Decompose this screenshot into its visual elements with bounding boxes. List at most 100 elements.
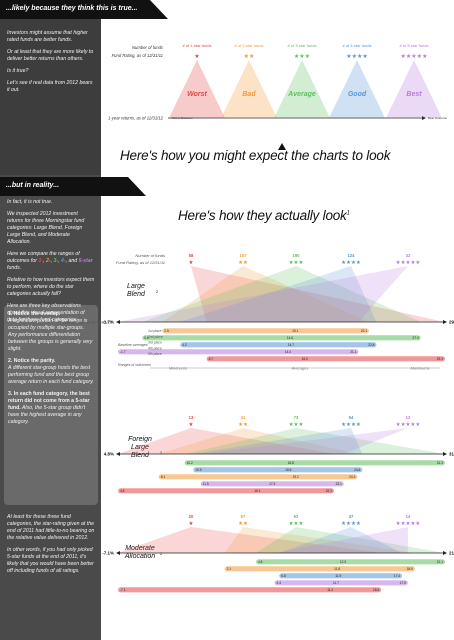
bar-max-label: 27.0 <box>413 336 419 340</box>
bar-avg-label: 14.4 <box>285 350 291 354</box>
breakdown-label: 3rd place <box>148 341 162 345</box>
range-triangle <box>224 527 415 553</box>
bar-min-label: 4.8 <box>258 560 263 564</box>
bar-avg-label: 15.1 <box>292 329 298 333</box>
category-label: Allocation <box>124 553 155 560</box>
outcome-label: Good <box>348 91 367 98</box>
ranges-label: Ranges of outcomes <box>118 363 151 367</box>
sidebar-paragraph: Let's see if real data from 2012 bears i… <box>7 80 93 94</box>
category-label: Blend <box>131 452 150 459</box>
outcome-label: Worst <box>187 91 207 98</box>
range-triangle <box>279 527 403 553</box>
range-bar <box>274 580 408 586</box>
group-stars: ★★★★ <box>341 259 361 266</box>
axis-end-label: Worst Outcome <box>172 116 193 120</box>
bar-max-label: 24.2 <box>349 475 355 479</box>
expected-triangle <box>221 60 277 118</box>
bar-max-label: 22.1 <box>361 329 367 333</box>
category-label: Foreign <box>128 436 152 443</box>
fund-count: 47 <box>349 514 354 519</box>
range-triangle <box>193 428 363 454</box>
range-bar <box>200 481 344 487</box>
expected-triangle <box>386 60 442 118</box>
bar-min-label: 10.9 <box>195 468 201 472</box>
group-stars: ★ <box>189 421 194 428</box>
bar-min-label: -1.7 <box>120 350 126 354</box>
range-bar <box>162 328 370 334</box>
fund-count: 73 <box>294 415 299 420</box>
fund-count: 57 <box>241 514 246 519</box>
axis-arrow <box>443 452 447 456</box>
bar-max-label: 17.9 <box>400 581 406 585</box>
fund-count: 32 <box>406 253 411 258</box>
bar-max-label: 22.3 <box>326 489 332 493</box>
bar-max-label: 23.1 <box>336 482 342 486</box>
group-count-label: # of 1-star funds <box>183 43 212 48</box>
row-label: Number of funds <box>135 253 165 258</box>
bar-avg-label: 18.6 <box>285 468 291 472</box>
group-stars: ★★ <box>244 53 255 60</box>
range-triangle <box>142 266 421 322</box>
group-count-label: # of 4-star funds <box>343 43 372 48</box>
bar-avg-label: 11.9 <box>335 574 341 578</box>
range-triangle <box>118 527 382 553</box>
axis-arrow <box>443 320 447 324</box>
headline-actual: Here's how they actually look1 <box>178 208 350 223</box>
expected-triangle <box>329 60 385 118</box>
fund-count: 124 <box>348 253 356 258</box>
sidebar-paragraph: In other words, if you had only picked 5… <box>7 547 94 575</box>
averages-label: Averages <box>291 366 309 371</box>
bar-min-label: 8.1 <box>161 475 166 479</box>
range-bar <box>193 467 363 473</box>
bar-min-label: 6.4 <box>277 581 282 585</box>
bar-min-label: 2.5 <box>164 329 169 333</box>
outcome-label: Bad <box>242 91 256 98</box>
bar-avg-label: 17.3 <box>269 482 275 486</box>
range-triangle <box>255 527 445 553</box>
bar-avg-label: 16.1 <box>254 489 260 493</box>
range-bar <box>184 460 445 466</box>
axis-min-label: 4.8% <box>104 452 114 457</box>
group-stars: ★★★★★ <box>396 259 421 266</box>
group-stars: ★★★★ <box>341 421 361 428</box>
fund-count: 41 <box>241 415 246 420</box>
fund-count: 14 <box>406 514 411 519</box>
range-triangle <box>274 527 408 553</box>
range-triangle <box>158 428 358 454</box>
fund-count: 58 <box>189 253 194 258</box>
category-sup: 2 <box>160 551 163 556</box>
axis-arrow <box>116 551 120 555</box>
group-stars: ★★★ <box>289 421 304 428</box>
sidebar-bottom-text: In fact, it is not true. We inspected 20… <box>7 199 95 329</box>
group-stars: ★★★ <box>289 520 304 527</box>
expected-triangle <box>169 60 225 118</box>
bar-avg-label: 16.0 <box>302 357 308 361</box>
axis-arrow <box>116 452 120 456</box>
fund-count: 13 <box>189 415 194 420</box>
bar-min-label: 2.1 <box>227 567 232 571</box>
axis-max-label: 29.3% <box>449 320 454 325</box>
breakdown-label: 1st place <box>148 329 162 333</box>
axis-arrow <box>422 116 426 120</box>
bar-max-label: 31.3 <box>437 461 443 465</box>
axis-arrow <box>116 320 120 324</box>
group-stars: ★ <box>189 259 194 266</box>
fund-count: 54 <box>349 415 354 420</box>
bar-avg-label: 14.6 <box>287 336 293 340</box>
sidebar-paragraph: Relative to how investors expect them to… <box>7 277 95 298</box>
range-triangle <box>191 266 445 322</box>
range-bar <box>118 349 359 355</box>
group-stars: ★★★★ <box>341 520 361 527</box>
sidebar-paragraph: Or at least that they are more likely to… <box>7 49 94 63</box>
axis-arrow <box>443 551 447 555</box>
bar-min-label: 0.6 <box>144 336 149 340</box>
expected-triangle <box>274 60 330 118</box>
bar-max-label: 29.3 <box>437 357 443 361</box>
group-stars: ★ <box>194 53 199 60</box>
sidebar-closing-text: At least for these three fund categories… <box>7 514 95 580</box>
range-bar <box>118 488 334 494</box>
section-arrow-icon <box>278 143 286 150</box>
category-label: Large <box>131 444 149 451</box>
bar-min-label: 4.8 <box>120 489 125 493</box>
